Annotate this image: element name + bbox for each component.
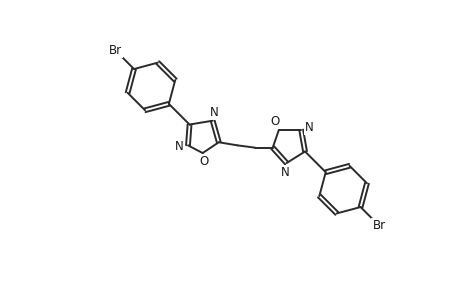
Text: Br: Br bbox=[109, 44, 122, 57]
Text: O: O bbox=[270, 115, 279, 128]
Text: N: N bbox=[175, 140, 184, 153]
Text: Br: Br bbox=[372, 219, 385, 232]
Text: N: N bbox=[209, 106, 218, 119]
Text: O: O bbox=[199, 155, 208, 168]
Text: N: N bbox=[280, 166, 289, 179]
Text: N: N bbox=[305, 121, 313, 134]
